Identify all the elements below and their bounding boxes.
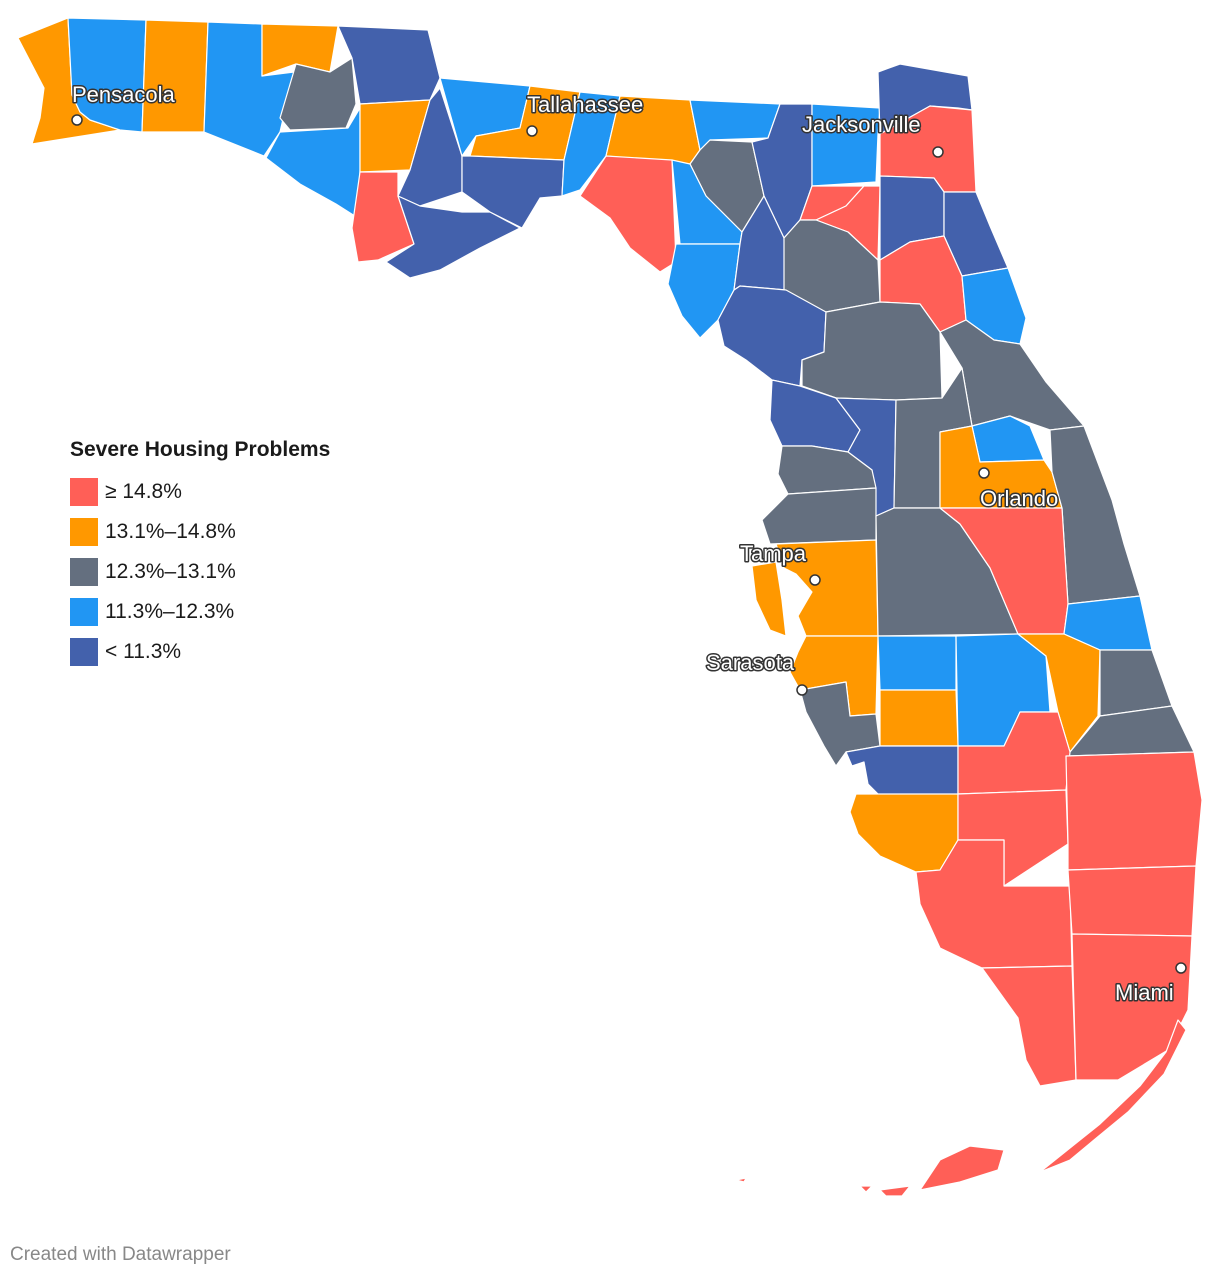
- county-okeechobee[interactable]: [1017, 633, 1101, 753]
- county-hernando[interactable]: [777, 445, 877, 495]
- county-pasco[interactable]: [761, 487, 877, 545]
- county-monroe-mainland[interactable]: [981, 965, 1077, 1087]
- legend-item: < 11.3%: [70, 632, 330, 672]
- sarasota-label: Sarasota: [706, 650, 795, 675]
- county-washington[interactable]: [279, 57, 357, 131]
- county-hamilton[interactable]: [689, 99, 781, 151]
- county-hardee[interactable]: [877, 635, 957, 691]
- legend-label: ≥ 14.8%: [105, 480, 182, 503]
- tallahassee-label: Tallahassee: [527, 92, 643, 117]
- legend-item: 11.3%–12.3%: [70, 592, 330, 632]
- county-pinellas[interactable]: [751, 561, 787, 637]
- tampa-dot[interactable]: [809, 574, 821, 586]
- county-regions: [17, 17, 1203, 1197]
- legend-swatch: [70, 478, 98, 506]
- legend-swatch: [70, 518, 98, 546]
- legend-item: 12.3%–13.1%: [70, 552, 330, 592]
- pensacola-dot[interactable]: [71, 114, 83, 126]
- county-palm-beach[interactable]: [1065, 751, 1203, 871]
- legend-swatch: [70, 598, 98, 626]
- city-markers: Pensacola Tallahassee Jacksonville Orlan…: [71, 81, 1187, 1007]
- legend-swatch: [70, 638, 98, 666]
- legend-item: 13.1%–14.8%: [70, 512, 330, 552]
- county-okaloosa[interactable]: [141, 19, 209, 133]
- county-liberty[interactable]: [397, 87, 463, 207]
- jacksonville-dot[interactable]: [932, 146, 944, 158]
- pensacola-label: Pensacola: [72, 82, 176, 107]
- county-desoto[interactable]: [879, 689, 959, 747]
- miami-label: Miami: [1115, 980, 1174, 1005]
- datawrapper-credit[interactable]: Created with Datawrapper: [10, 1244, 231, 1265]
- legend: Severe Housing Problems ≥ 14.8% 13.1%–14…: [70, 438, 330, 672]
- jacksonville-label: Jacksonville: [802, 112, 921, 137]
- county-miami-dade[interactable]: [1071, 933, 1193, 1081]
- legend-label: 13.1%–14.8%: [105, 520, 236, 543]
- county-baker[interactable]: [811, 103, 881, 187]
- county-charlotte[interactable]: [845, 745, 959, 797]
- legend-swatch: [70, 558, 98, 586]
- sarasota-dot[interactable]: [796, 684, 808, 696]
- legend-item: ≥ 14.8%: [70, 472, 330, 512]
- tampa-label: Tampa: [740, 541, 807, 566]
- county-st-lucie[interactable]: [1099, 649, 1173, 717]
- county-florida-keys[interactable]: [735, 1019, 1187, 1197]
- legend-label: < 11.3%: [105, 640, 182, 663]
- legend-label: 12.3%–13.1%: [105, 560, 236, 583]
- county-broward[interactable]: [1067, 865, 1197, 937]
- county-lee[interactable]: [849, 793, 959, 873]
- tallahassee-dot[interactable]: [526, 125, 538, 137]
- orlando-dot[interactable]: [978, 467, 990, 479]
- legend-title: Severe Housing Problems: [70, 438, 331, 461]
- legend-label: 11.3%–12.3%: [105, 600, 235, 623]
- miami-dot[interactable]: [1175, 962, 1187, 974]
- county-taylor[interactable]: [579, 155, 677, 273]
- county-gulf[interactable]: [351, 171, 415, 263]
- orlando-label: Orlando: [980, 486, 1058, 511]
- county-franklin[interactable]: [385, 195, 521, 279]
